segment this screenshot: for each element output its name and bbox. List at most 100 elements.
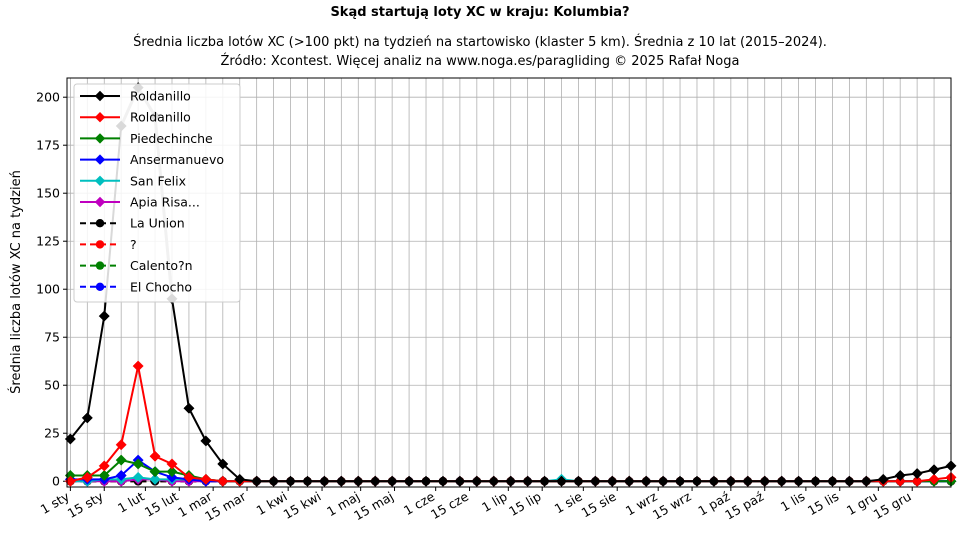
data-point xyxy=(132,458,144,470)
data-point xyxy=(809,475,822,487)
data-point xyxy=(420,475,432,487)
data-point xyxy=(166,466,178,478)
data-point xyxy=(98,460,110,472)
data-point xyxy=(81,471,93,483)
legend-marker xyxy=(94,90,106,102)
legend-label: Roldanillo xyxy=(130,89,191,104)
data-point xyxy=(251,475,263,487)
data-point xyxy=(369,475,381,487)
legend-label: Calento?n xyxy=(130,258,193,273)
data-point xyxy=(132,360,144,372)
x-tick-label: 15 sie xyxy=(579,488,619,520)
data-point xyxy=(657,475,669,487)
legend-label: La Union xyxy=(130,216,185,231)
x-tick-label: 15 lis xyxy=(805,489,841,519)
data-point xyxy=(200,435,212,447)
data-point xyxy=(826,475,839,487)
x-tick-label: 1 lut xyxy=(115,489,147,516)
x-tick-label: 15 sty xyxy=(65,488,107,521)
y-tick-label: 125 xyxy=(36,234,60,249)
data-point xyxy=(115,469,127,482)
data-point xyxy=(708,475,720,487)
x-tick-label: 15 cze xyxy=(428,488,471,522)
data-point xyxy=(115,454,127,466)
data-point xyxy=(539,475,551,487)
data-point xyxy=(505,475,517,487)
legend-marker xyxy=(95,240,105,249)
data-point xyxy=(166,471,178,483)
x-tick-label: 1 lip xyxy=(479,489,510,515)
chart-subtitle-line-1: Średnia liczba lotów XC (>100 pkt) na ty… xyxy=(133,34,827,50)
legend: Roldanillo Roldanillo Piedechinche Anserman… xyxy=(73,83,241,303)
y-axis-label: Średnia liczba lotów XC na tydzień xyxy=(8,170,24,394)
data-point xyxy=(183,471,195,483)
data-point xyxy=(894,475,906,487)
y-tick-label: 100 xyxy=(36,282,60,297)
y-tick-label: 25 xyxy=(44,426,60,441)
data-point xyxy=(488,475,500,487)
legend-label: Apia Risa... xyxy=(130,195,200,210)
legend-marker xyxy=(94,133,106,144)
legend-marker xyxy=(94,196,106,208)
data-point xyxy=(454,475,466,487)
data-point xyxy=(386,475,398,487)
data-point xyxy=(928,464,940,476)
data-point xyxy=(572,475,584,487)
x-tick-label: 15 paź xyxy=(722,488,766,522)
data-point xyxy=(98,310,110,322)
data-point xyxy=(81,412,93,424)
legend-label: El Chocho xyxy=(130,279,192,294)
plot-frame xyxy=(66,77,952,488)
data-point xyxy=(437,475,449,487)
data-point xyxy=(911,475,923,487)
data-point xyxy=(166,458,178,470)
data-point xyxy=(674,475,686,487)
x-tick-label: 15 wrz xyxy=(650,488,694,522)
x-tick-label: 15 lut xyxy=(142,489,181,520)
data-point xyxy=(335,475,347,487)
data-point xyxy=(606,475,618,487)
legend-marker xyxy=(94,175,106,186)
data-point xyxy=(471,475,483,487)
y-tick-label: 200 xyxy=(36,90,60,105)
legend-label: Piedechinche xyxy=(130,131,213,146)
data-point xyxy=(234,473,246,485)
legend-marker xyxy=(94,154,106,165)
data-point xyxy=(403,475,415,487)
data-point xyxy=(911,468,923,480)
y-tick-label: 150 xyxy=(36,186,60,201)
legend-label: ? xyxy=(130,237,137,252)
legend-marker xyxy=(95,282,105,291)
data-point xyxy=(149,450,161,462)
data-point xyxy=(149,473,161,485)
data-point xyxy=(284,475,297,487)
x-tick-label: 1 sie xyxy=(552,488,585,516)
data-point xyxy=(776,475,788,487)
y-tick-label: 175 xyxy=(36,138,60,153)
legend-marker xyxy=(95,219,105,228)
data-point xyxy=(623,475,635,487)
y-tick-label: 0 xyxy=(52,474,60,489)
data-point xyxy=(132,471,144,483)
data-point xyxy=(589,475,601,487)
data-point xyxy=(318,475,330,487)
data-point xyxy=(742,475,754,487)
data-point xyxy=(877,473,889,485)
x-tick-label: 15 maj xyxy=(351,489,396,524)
data-point xyxy=(522,475,534,487)
data-point xyxy=(352,475,364,487)
legend-label: Ansermanuevo xyxy=(130,152,224,167)
data-point xyxy=(268,475,280,487)
plot-area xyxy=(64,82,957,487)
x-tick-label: 15 kwi xyxy=(281,489,324,522)
data-point xyxy=(183,402,195,414)
data-point xyxy=(217,475,229,487)
data-point xyxy=(759,475,771,487)
chart-subtitle-line-2: Źródło: Xcontest. Więcej analiz na www.n… xyxy=(221,53,740,69)
x-tick-label: 15 lip xyxy=(506,489,544,519)
data-point xyxy=(217,458,229,470)
data-point xyxy=(894,469,906,482)
data-point xyxy=(98,469,110,482)
x-tick-label: 15 gru xyxy=(871,489,914,522)
